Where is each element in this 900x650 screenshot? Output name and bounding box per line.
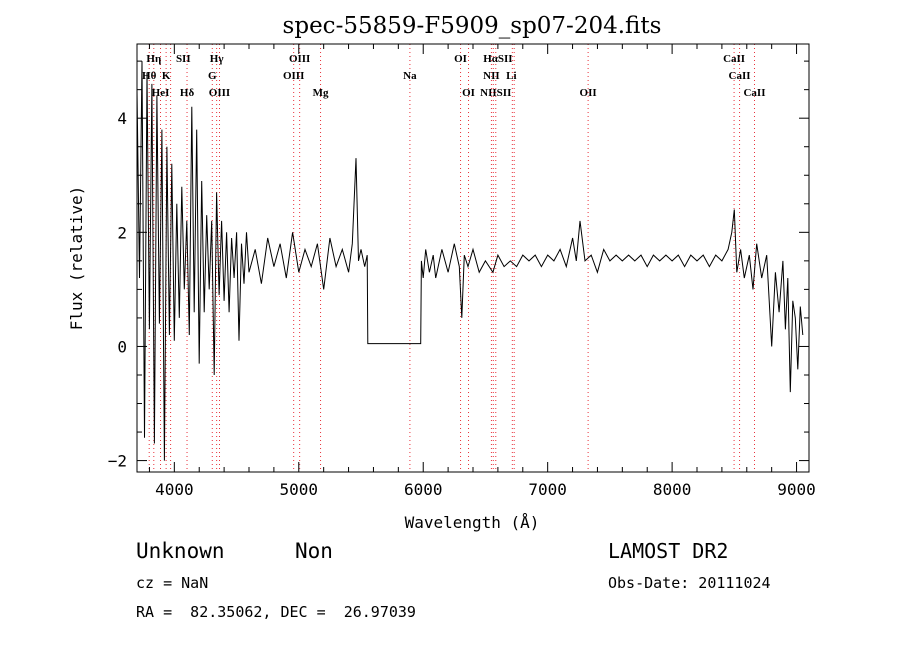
spectrum-line [136, 61, 804, 461]
line-marker-label: OII [580, 87, 597, 99]
coordinates-text: RA = 82.35062, DEC = 26.97039 [136, 603, 416, 621]
line-marker-label: HeI [152, 87, 170, 99]
emission-line-markers [148, 44, 755, 472]
line-marker-label: CaII [729, 70, 751, 82]
line-marker-label: OIII [209, 87, 230, 99]
x-tick-label: 5000 [280, 480, 319, 499]
observation-date: Obs-Date: 20111024 [608, 574, 771, 592]
emission-line-labels: Hη SII Hγ OIII OI HαSII CaII Hθ K G OIII Na NII Li CaI… [142, 53, 765, 99]
line-marker-label: Na [403, 70, 417, 82]
line-marker-label: Hθ [142, 70, 157, 82]
x-tick-label: 8000 [653, 480, 692, 499]
survey-name: LAMOST DR2 [608, 539, 729, 563]
line-marker-label: CaII [723, 53, 745, 65]
line-marker-label: NII [483, 70, 500, 82]
redshift-text: cz = NaN [136, 574, 209, 592]
y-tick-label: 4 [117, 109, 127, 128]
object-class: Unknown [136, 539, 225, 563]
line-marker-label: Li [506, 70, 516, 82]
y-axis-label: Flux (relative) [67, 186, 86, 331]
spectrum-chart: spec-55859-F5909_sp07-204.fits Hη SII Hγ OI… [67, 13, 816, 532]
line-marker-label: SII [176, 53, 191, 65]
line-marker-label: K [162, 70, 171, 82]
line-marker-label: OI [454, 53, 467, 65]
line-marker-label: Hη [146, 53, 161, 65]
line-marker-label: CaII [743, 87, 765, 99]
line-marker-label: Hγ [210, 53, 224, 65]
y-tick-label: 2 [117, 223, 127, 242]
line-marker-label: HαSII [483, 53, 512, 65]
y-tick-label: 0 [117, 337, 127, 356]
x-tick-label: 7000 [528, 480, 567, 499]
x-axis-ticks: 4000 5000 6000 7000 8000 9000 [148, 44, 816, 499]
line-marker-label: OI [462, 87, 475, 99]
x-axis-label: Wavelength (Å) [405, 513, 540, 532]
line-marker-label: Hδ [180, 87, 195, 99]
plot-frame [136, 43, 810, 473]
line-marker-label: NIISII [480, 87, 511, 99]
line-marker-label: Mg [313, 87, 329, 99]
y-tick-label: −2 [108, 452, 127, 471]
line-marker-label: OIII [283, 70, 304, 82]
line-marker-label: OIII [289, 53, 310, 65]
y-axis-ticks: −2 0 2 4 [108, 60, 809, 471]
x-tick-label: 9000 [777, 480, 816, 499]
object-subclass: Non [295, 539, 333, 563]
x-tick-label: 4000 [155, 480, 194, 499]
x-tick-label: 6000 [404, 480, 443, 499]
line-marker-label: G [208, 70, 217, 82]
chart-title: spec-55859-F5909_sp07-204.fits [283, 13, 662, 39]
